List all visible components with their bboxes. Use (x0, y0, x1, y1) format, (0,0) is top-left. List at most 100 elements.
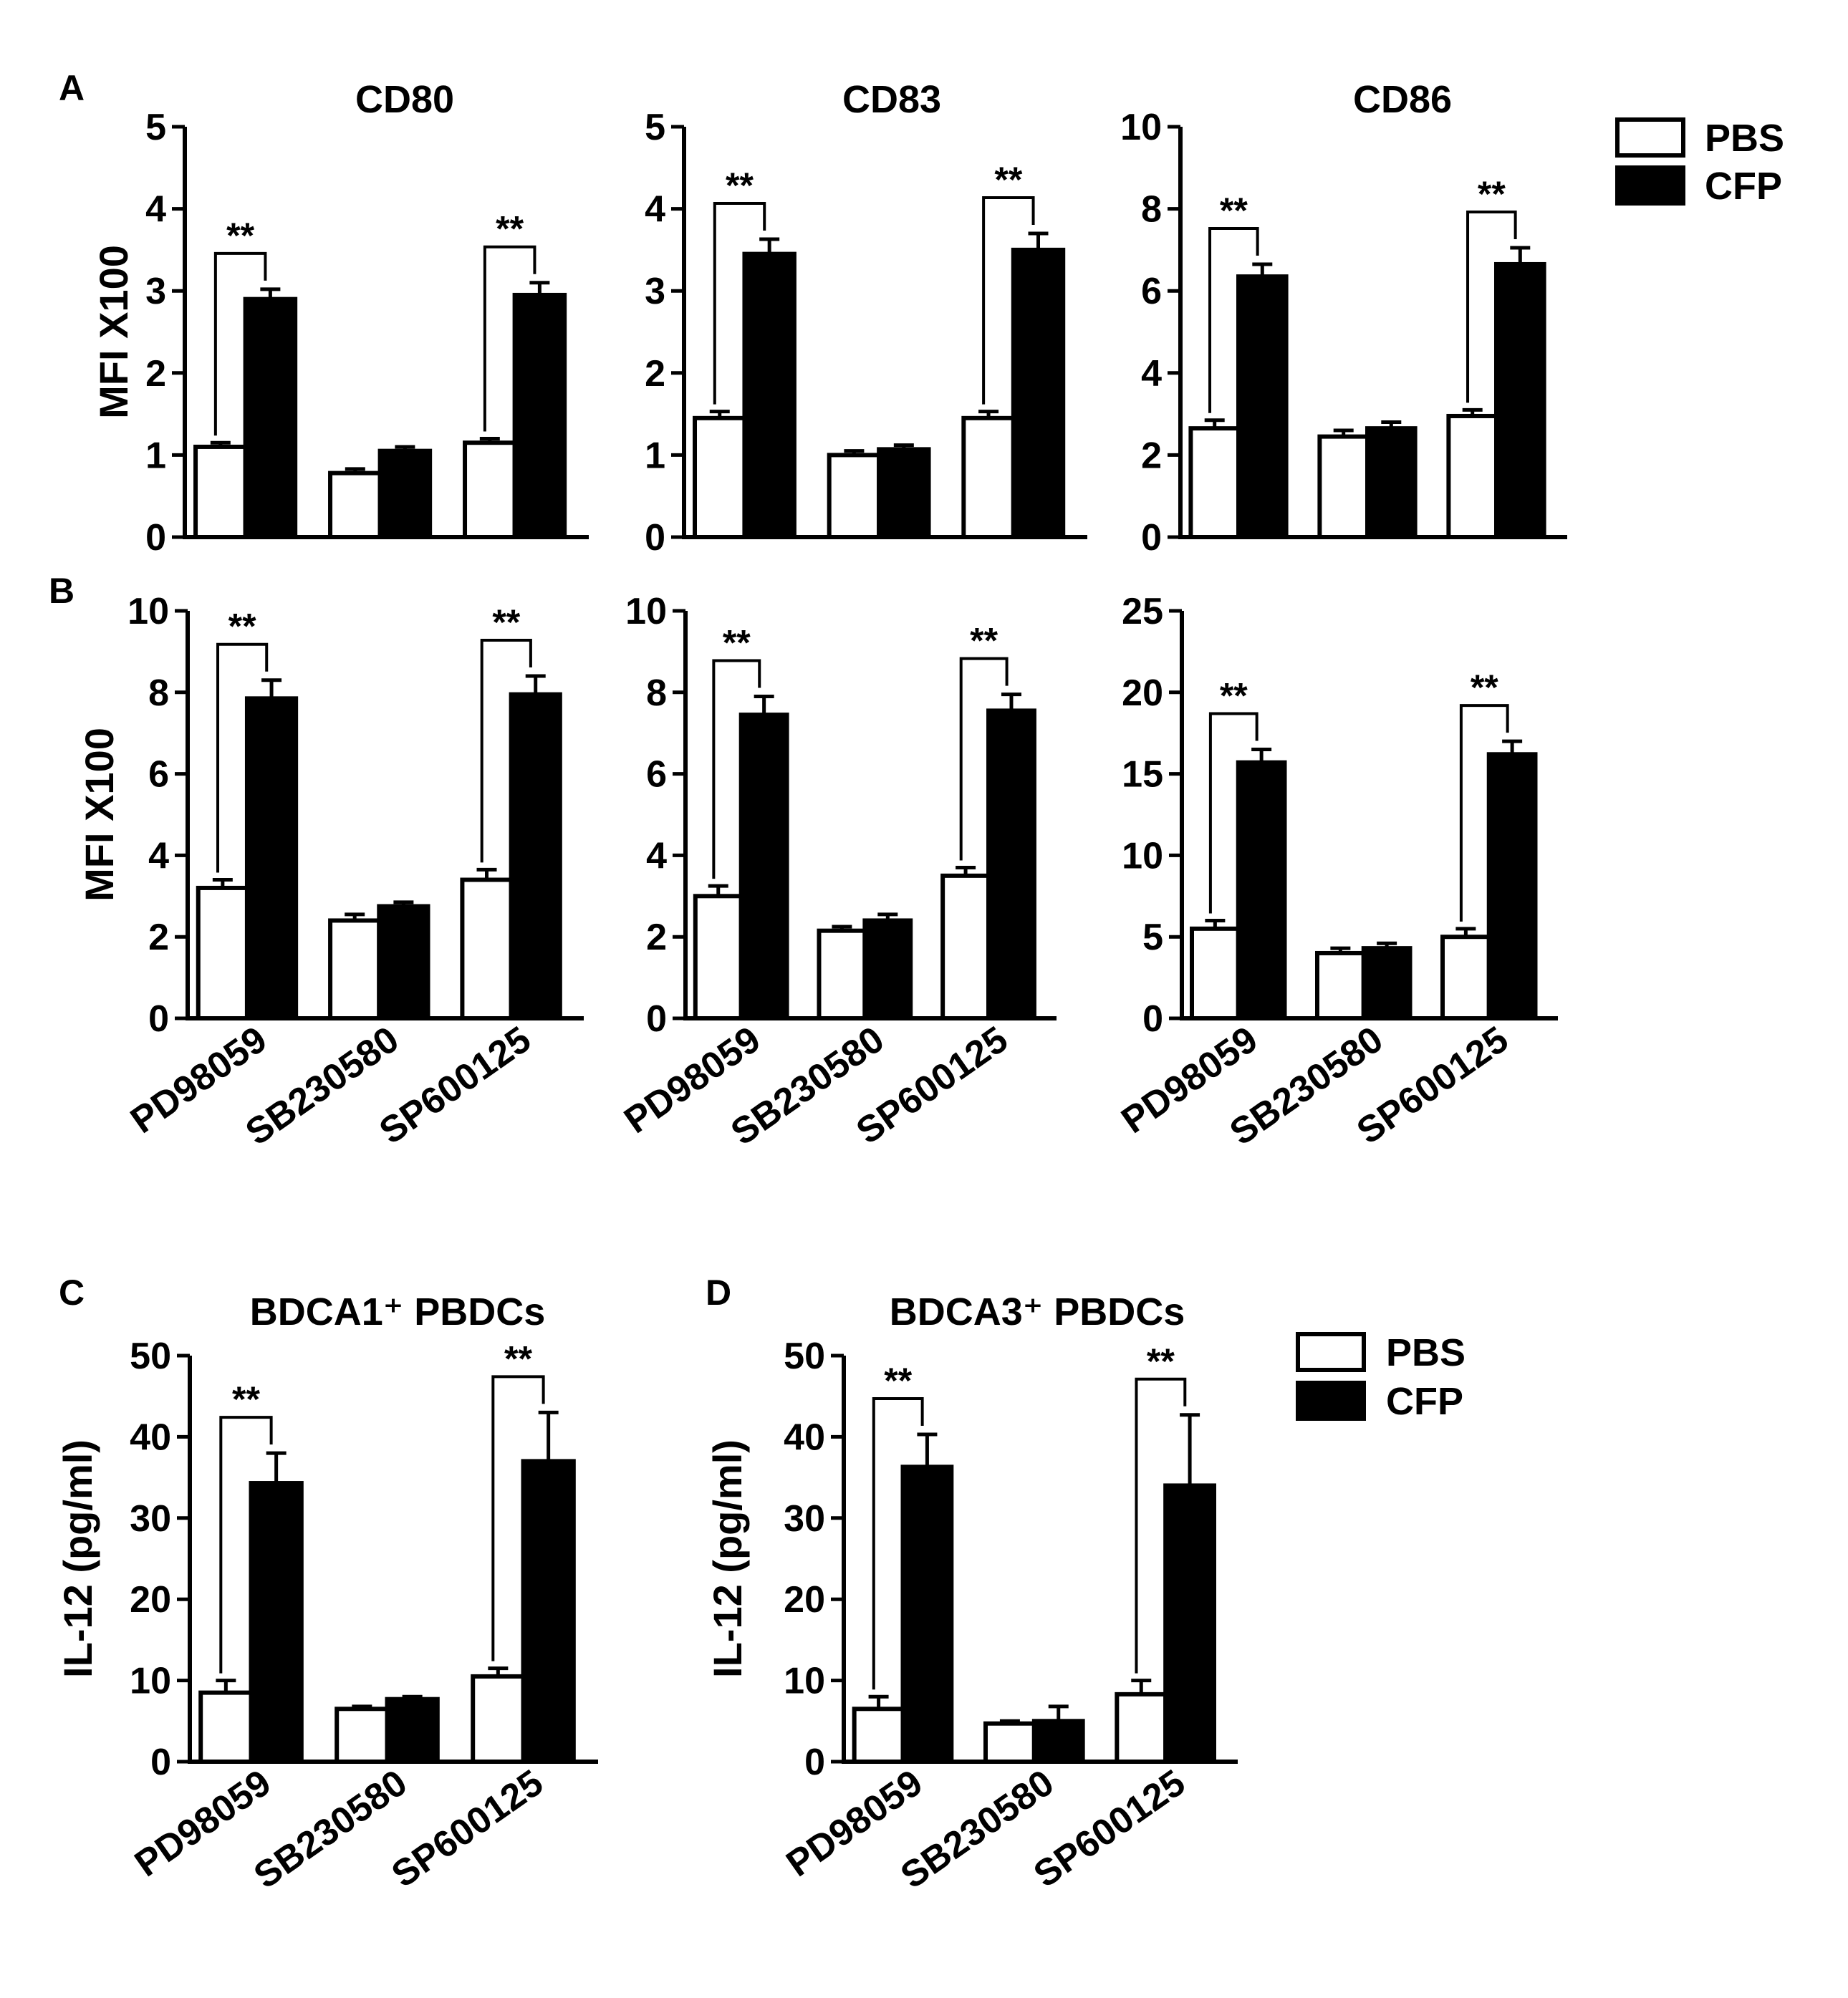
legend-swatch-cfp (1615, 165, 1685, 206)
bar-cfp (1163, 1483, 1216, 1764)
y-tick-label: 4 (1141, 353, 1162, 395)
legend-label-cfp: CFP (1705, 165, 1782, 208)
bar-cfp (1486, 752, 1538, 1020)
significance-bracket (872, 1396, 924, 1690)
bar-cfp (900, 1464, 954, 1764)
bar-cfp (877, 447, 931, 539)
bar-pbs (693, 894, 743, 1021)
significance-label: ** (723, 622, 751, 662)
panel-letter-c: C (59, 1273, 85, 1313)
bar-cfp (1031, 1719, 1085, 1765)
bar-cfp (509, 692, 562, 1021)
bar-pbs (1190, 926, 1241, 1020)
bar-cfp (1361, 946, 1413, 1020)
panel-letter-b: B (49, 571, 74, 611)
y-tick-label: 10 (1120, 107, 1162, 148)
bar-cfp (1365, 426, 1418, 540)
significance-bracket (1208, 712, 1259, 914)
bar-pbs (693, 415, 747, 540)
significance-bracket (713, 202, 766, 405)
legend-top: PBS CFP (1615, 117, 1784, 208)
y-tick-label: 20 (130, 1579, 171, 1621)
significance-label: ** (1478, 174, 1506, 214)
significance-label: ** (1147, 1341, 1175, 1381)
y-tick-label: 5 (145, 107, 166, 148)
significance-bracket (216, 642, 269, 873)
bar-cfp (512, 292, 567, 539)
y-tick-label: 3 (145, 271, 166, 312)
bar-pbs (335, 1707, 390, 1765)
bar-pbs (1446, 413, 1499, 540)
y-tick-label: 3 (645, 271, 665, 312)
significance-bracket (483, 245, 536, 432)
bar-pbs (852, 1707, 905, 1765)
panel-letter-d: D (706, 1273, 731, 1313)
bar-pbs (463, 440, 517, 540)
y-tick-label: 15 (1122, 754, 1163, 796)
significance-bracket (712, 659, 761, 879)
significance-bracket (959, 657, 1009, 861)
significance-bracket (1459, 704, 1509, 922)
bar-pbs (940, 873, 991, 1020)
y-tick-label: 10 (784, 1661, 825, 1702)
bar-pbs (817, 928, 867, 1021)
significance-label: ** (970, 621, 998, 661)
y-tick-label: 0 (150, 1742, 171, 1783)
y-tick-label: 20 (1122, 672, 1163, 714)
y-tick-label: 0 (646, 998, 667, 1040)
y-tick-label: 4 (645, 189, 665, 231)
bar-pbs (471, 1674, 526, 1764)
y-tick-label: 2 (1141, 435, 1162, 476)
bar-pbs (1440, 935, 1491, 1020)
significance-label: ** (496, 209, 524, 249)
y-tick-label: 4 (148, 835, 169, 877)
x-tick-label: SB230580 (246, 1762, 415, 1896)
significance-label: ** (492, 602, 520, 642)
significance-label: ** (1471, 667, 1498, 708)
bar-cfp (249, 1481, 304, 1765)
significance-bracket (213, 251, 267, 436)
y-tick-label: 2 (145, 353, 166, 395)
y-tick-label: 1 (145, 435, 166, 476)
x-tick-label: SP600125 (372, 1018, 538, 1152)
chart-title: CD80 (355, 78, 454, 121)
bar-cfp (377, 904, 430, 1021)
legend-label-pbs: PBS (1386, 1331, 1466, 1374)
y-axis-label: MFI X100 (77, 728, 122, 902)
x-tick-label: SP600125 (385, 1762, 551, 1896)
legend-swatch-pbs (1615, 117, 1685, 158)
y-tick-label: 8 (148, 672, 169, 714)
bar-cfp (1236, 760, 1287, 1020)
chart-cd83: 0 1 2 3 4 5 CD83 ** ** (645, 78, 1087, 559)
bar-cfp (377, 448, 433, 539)
y-tick-label: 0 (148, 998, 169, 1040)
y-tick-label: 40 (130, 1417, 171, 1458)
y-tick-label: 10 (1122, 835, 1163, 877)
significance-label: ** (228, 607, 256, 647)
y-tick-label: 50 (130, 1336, 171, 1377)
significance-label: ** (226, 216, 254, 256)
y-tick-label: 0 (1142, 998, 1163, 1040)
y-tick-label: 5 (645, 107, 665, 148)
bar-pbs (983, 1721, 1036, 1764)
bar-cfp (738, 713, 789, 1020)
y-tick-label: 8 (646, 672, 667, 714)
y-tick-label: 40 (784, 1417, 825, 1458)
legend-label-cfp: CFP (1386, 1380, 1463, 1423)
bar-pbs (827, 453, 882, 540)
significance-label: ** (726, 165, 754, 206)
chart-title: BDCA3⁺ PBDCs (890, 1290, 1185, 1333)
significance-label: ** (504, 1338, 532, 1379)
bar-pbs (1317, 434, 1370, 539)
bar-cfp (862, 918, 913, 1020)
bar-cfp (244, 696, 299, 1021)
significance-bracket (219, 1416, 273, 1674)
bar-pbs (193, 444, 248, 539)
y-axis-label: MFI X100 (91, 245, 136, 419)
significance-bracket (1466, 211, 1517, 403)
